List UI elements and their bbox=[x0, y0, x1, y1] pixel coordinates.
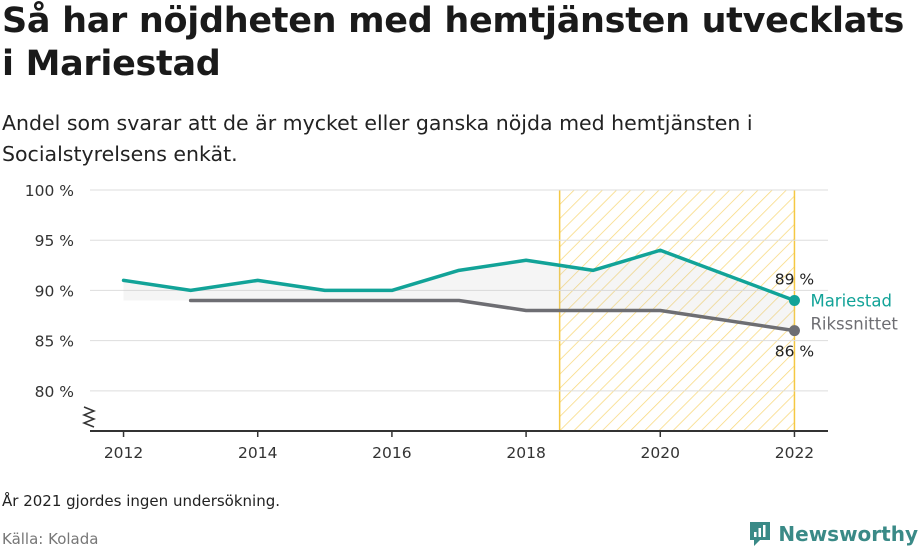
rikssnittet-value-label: 86 % bbox=[775, 343, 814, 361]
x-axis: 2012 2014 2016 2018 2020 2022 bbox=[81, 406, 828, 462]
x-tick-label: 2016 bbox=[372, 444, 411, 462]
series-end-point-0 bbox=[788, 294, 800, 306]
series-line-0 bbox=[121, 248, 797, 303]
series-end-point-1 bbox=[788, 325, 800, 337]
x-tick-label: 2018 bbox=[506, 444, 545, 462]
series-line-1 bbox=[188, 298, 797, 333]
gridlines bbox=[90, 189, 828, 392]
x-tick-label: 2020 bbox=[641, 444, 680, 462]
series-lines bbox=[121, 248, 800, 337]
x-tick-label: 2014 bbox=[238, 444, 277, 462]
footnote: År 2021 gjordes ingen undersökning. bbox=[2, 492, 281, 510]
y-tick-label: 100 % bbox=[25, 182, 74, 200]
chart-title: Så har nöjdheten med hemtjänsten utveckl… bbox=[2, 1, 904, 84]
y-tick-label: 90 % bbox=[35, 282, 74, 300]
series-labels: 89 % Mariestad Rikssnittet 86 % bbox=[775, 270, 899, 360]
rikssnittet-series-label: Rikssnittet bbox=[810, 315, 898, 334]
newsworthy-icon bbox=[750, 522, 771, 546]
newsworthy-logo: Newsworthy bbox=[748, 520, 918, 548]
y-tick-label: 80 % bbox=[35, 383, 74, 401]
y-axis: 80 % 85 % 90 % 95 % 100 % bbox=[25, 182, 74, 401]
axis-break-icon bbox=[81, 406, 97, 428]
y-tick-label: 95 % bbox=[35, 232, 74, 250]
chart-subtitle: Andel som svarar att de är mycket eller … bbox=[2, 111, 753, 166]
y-tick-label: 85 % bbox=[35, 333, 74, 351]
x-tick-label: 2022 bbox=[775, 444, 814, 462]
x-tick-label: 2012 bbox=[104, 444, 143, 462]
mariestad-series-label: Mariestad bbox=[810, 291, 892, 310]
brand-name: Newsworthy bbox=[778, 522, 918, 546]
source-text: Källa: Kolada bbox=[2, 530, 99, 548]
mariestad-value-label: 89 % bbox=[775, 270, 814, 288]
